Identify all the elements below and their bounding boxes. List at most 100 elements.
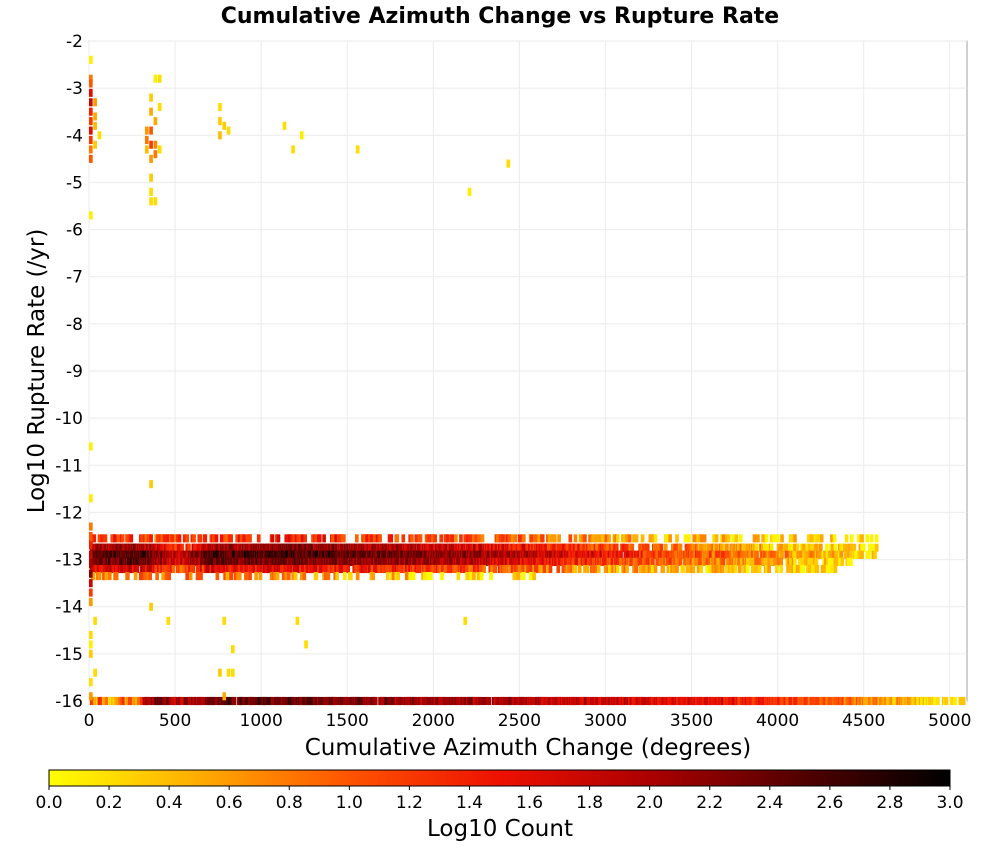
heatmap-cell-3716 (157, 145, 162, 154)
heatmap-cell-2755 (608, 564, 612, 574)
heatmap-cell-695 (525, 543, 530, 552)
heatmap-cell-2883 (226, 572, 231, 581)
heatmap-cell-3609 (863, 696, 868, 706)
heatmap-cell-1608 (732, 550, 737, 559)
heatmap-cell-2939 (479, 572, 484, 581)
heatmap-cell-3068 (227, 696, 232, 706)
heatmap-cell-3710 (153, 117, 158, 126)
heatmap-cell-2995 (139, 696, 144, 706)
heatmap-cell-811 (691, 543, 696, 552)
heatmap-cell-3757 (226, 668, 231, 677)
heatmap-cell-800 (670, 543, 675, 552)
heatmap-cell-3718 (149, 93, 153, 102)
heatmap-cell-249 (819, 534, 824, 543)
heatmap-cell-2931 (456, 572, 461, 581)
heatmap-cell-236 (772, 534, 777, 543)
x-tick-label-9: 4500 (842, 711, 885, 731)
heatmap-cell-176 (573, 534, 578, 543)
heatmap-cell-791 (645, 543, 650, 552)
x-tick-label-10: 5000 (928, 711, 971, 731)
heatmap-cell-2593 (322, 564, 326, 574)
heatmap-cell-2694 (482, 564, 487, 574)
heatmap-cell-3696 (93, 98, 97, 107)
heatmap-cell-780 (624, 543, 629, 552)
heatmap-cell-2908 (323, 572, 328, 581)
heatmap-cell-815 (699, 543, 703, 552)
heatmap-cell-34 (166, 534, 171, 543)
colorbar-tick-label-10: 2.0 (636, 793, 663, 813)
heatmap-cell-865 (779, 543, 784, 552)
heatmap-cell-3680 (953, 696, 957, 706)
heatmap-cell-2963 (105, 696, 110, 706)
heatmap-cell-2 (92, 534, 97, 543)
heatmap-cell-3186 (367, 696, 371, 706)
heatmap-cell-1644 (792, 550, 796, 559)
heatmap-cell-1602 (720, 550, 725, 559)
heatmap-cell-1622 (755, 550, 759, 559)
y-axis-label: Log10 Rupture Rate (/yr) (24, 229, 50, 514)
heatmap-cell-3166 (345, 696, 350, 706)
heatmap-cell-1690 (867, 550, 871, 559)
heatmap-cell-3684 (89, 55, 93, 64)
heatmap-cell-175 (568, 534, 573, 543)
heatmap-cell-876 (802, 543, 807, 552)
heatmap-cell-2818 (745, 564, 750, 574)
heatmap-cell-650 (472, 543, 477, 552)
heatmap-cell-2890 (248, 572, 252, 581)
heatmap-cell-2808 (725, 564, 729, 574)
colorbar-tick-label-12: 2.4 (756, 793, 783, 813)
heatmap-cell-2906 (314, 572, 319, 581)
heatmap-cell-879 (807, 543, 812, 552)
heatmap-cell-2432 (102, 564, 107, 574)
heatmap-cell-3728 (355, 145, 360, 154)
heatmap-cell-2887 (237, 572, 242, 581)
heatmap-cell-2846 (823, 564, 827, 574)
heatmap-cell-28 (157, 534, 161, 543)
x-tick-label-2: 1000 (240, 711, 283, 731)
heatmap-cell-2790 (685, 564, 690, 574)
heatmap-cell-868 (785, 543, 790, 552)
heatmap-cell-776 (614, 543, 619, 552)
heatmap-cell-3746 (89, 692, 93, 701)
heatmap-cell-2827 (779, 564, 784, 574)
heatmap-cell-118 (395, 534, 400, 543)
heatmap-cell-138 (453, 534, 458, 543)
heatmap-cell-3697 (93, 112, 97, 121)
heatmap-cell-3253 (444, 696, 449, 706)
heatmap-cell-2777 (653, 564, 658, 574)
heatmap-cell-210 (668, 534, 672, 543)
heatmap-cell-3748 (93, 616, 97, 625)
heatmap-cell-215 (692, 534, 697, 543)
heatmap-cell-2302 (645, 557, 650, 566)
heatmap-cell-346 (174, 543, 178, 552)
heatmap-cell-192 (615, 534, 620, 543)
heatmap-cell-2769 (639, 564, 643, 574)
heatmap-cell-64 (242, 534, 246, 543)
heatmap-cell-46 (198, 534, 202, 543)
heatmap-cell-3010 (158, 696, 163, 706)
heatmap-cell-3734 (89, 522, 93, 531)
heatmap-cell-3709 (149, 197, 153, 206)
heatmap-cell-230 (752, 534, 757, 543)
heatmap-cell-2724 (529, 564, 534, 574)
heatmap-cell-3686 (89, 79, 93, 88)
heatmap-cell-1605 (726, 550, 731, 559)
heatmap-cell-237 (775, 534, 780, 543)
heatmap-cell-2480 (167, 564, 171, 574)
heatmap-cell-174 (557, 534, 561, 543)
heatmap-cell-2822 (757, 564, 762, 574)
heatmap-cell-2662 (427, 564, 431, 574)
heatmap-cell-3688 (89, 98, 93, 107)
heatmap-cell-2885 (233, 572, 238, 581)
heatmap-cell-252 (844, 534, 849, 543)
heatmap-cell-1585 (697, 550, 702, 559)
heatmap-cell-53 (219, 534, 224, 543)
heatmap-cell-44 (192, 534, 196, 543)
heatmap-cell-2378 (761, 557, 765, 566)
colorbar-tick-label-13: 2.6 (816, 793, 843, 813)
heatmap-cell-3745 (89, 649, 93, 658)
heatmap-cell-756 (590, 543, 595, 552)
heatmap-cell-139 (459, 534, 463, 543)
heatmap-cell-3117 (291, 696, 295, 706)
heatmap-cell-2879 (215, 572, 220, 581)
